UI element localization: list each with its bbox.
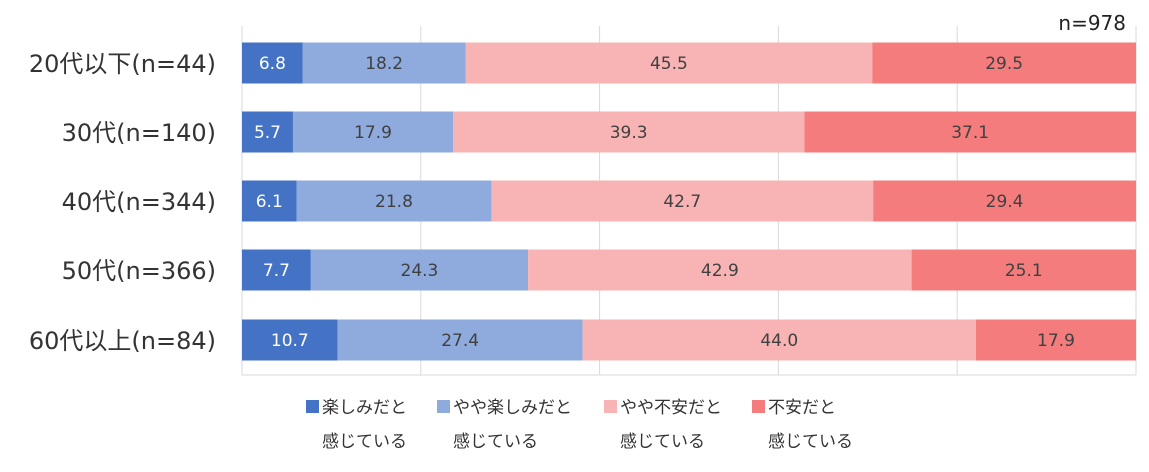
bar-segment	[337, 319, 583, 361]
data-label: 29.5	[985, 54, 1023, 74]
data-label: 24.3	[401, 261, 439, 281]
bar-segment	[975, 319, 1136, 361]
bar-segment	[242, 180, 297, 222]
data-label: 7.7	[263, 261, 290, 281]
bar-segment	[465, 42, 873, 84]
category-label: 60代以上(n=84)	[29, 327, 216, 355]
bar-segment	[242, 111, 293, 153]
data-label: 27.4	[441, 331, 479, 351]
value-labels: 6.8 18.2 45.5 29.5 5.7 17.9 39.3 37.1 6.1 21.8 42.…	[254, 54, 1075, 351]
bar-segment	[302, 42, 466, 84]
data-label: 17.9	[354, 123, 392, 143]
data-label: 17.9	[1037, 331, 1075, 351]
category-label: 40代(n=344)	[62, 188, 216, 216]
category-label: 20代以下(n=44)	[29, 50, 216, 78]
legend-swatch	[437, 400, 450, 413]
legend-swatch	[604, 400, 617, 413]
data-label: 6.8	[259, 54, 286, 74]
sample-size-note: n=978	[1058, 11, 1126, 35]
legend-label: 感じている	[453, 432, 538, 452]
bar-segment	[242, 319, 338, 361]
category-labels: 20代以下(n=44) 30代(n=140) 40代(n=344) 50代(n=366…	[29, 50, 216, 355]
bar-segment	[292, 111, 453, 153]
bar-segment	[911, 249, 1136, 291]
legend-label: やや不安だと	[620, 398, 722, 418]
data-label: 42.9	[701, 261, 739, 281]
legend-swatch	[752, 400, 765, 413]
data-label: 21.8	[375, 192, 413, 212]
bar-segment	[242, 249, 311, 291]
data-label: 18.2	[365, 54, 403, 74]
data-label: 39.3	[610, 123, 648, 143]
bar-segment	[873, 180, 1136, 222]
legend-label: やや楽しみだと	[453, 398, 572, 418]
legend: 楽しみだと感じているやや楽しみだと感じているやや不安だと感じている不安だと感じて…	[306, 398, 853, 452]
bar-segment	[582, 319, 976, 361]
legend-label: 感じている	[620, 432, 705, 452]
data-label: 10.7	[271, 331, 309, 351]
legend-label: 不安だと	[768, 398, 836, 418]
category-label: 50代(n=366)	[62, 257, 216, 285]
bar-segment	[872, 42, 1136, 84]
category-label: 30代(n=140)	[62, 119, 216, 147]
legend-label: 楽しみだと	[322, 398, 407, 418]
bar-segment	[296, 180, 492, 222]
data-label: 45.5	[650, 54, 688, 74]
bar-segment	[491, 180, 874, 222]
data-label: 25.1	[1005, 261, 1043, 281]
data-label: 29.4	[986, 192, 1024, 212]
data-label: 6.1	[256, 192, 283, 212]
bar-segment	[310, 249, 529, 291]
data-label: 42.7	[663, 192, 701, 212]
data-label: 37.1	[951, 123, 989, 143]
legend-label: 感じている	[768, 432, 853, 452]
data-label: 5.7	[254, 123, 281, 143]
legend-label: 感じている	[322, 432, 407, 452]
bar-segment	[804, 111, 1136, 153]
bar-segment	[452, 111, 805, 153]
data-label: 44.0	[760, 331, 798, 351]
bar-segment	[528, 249, 912, 291]
bar-segment	[242, 42, 303, 84]
legend-swatch	[306, 400, 319, 413]
bars	[242, 42, 1136, 361]
